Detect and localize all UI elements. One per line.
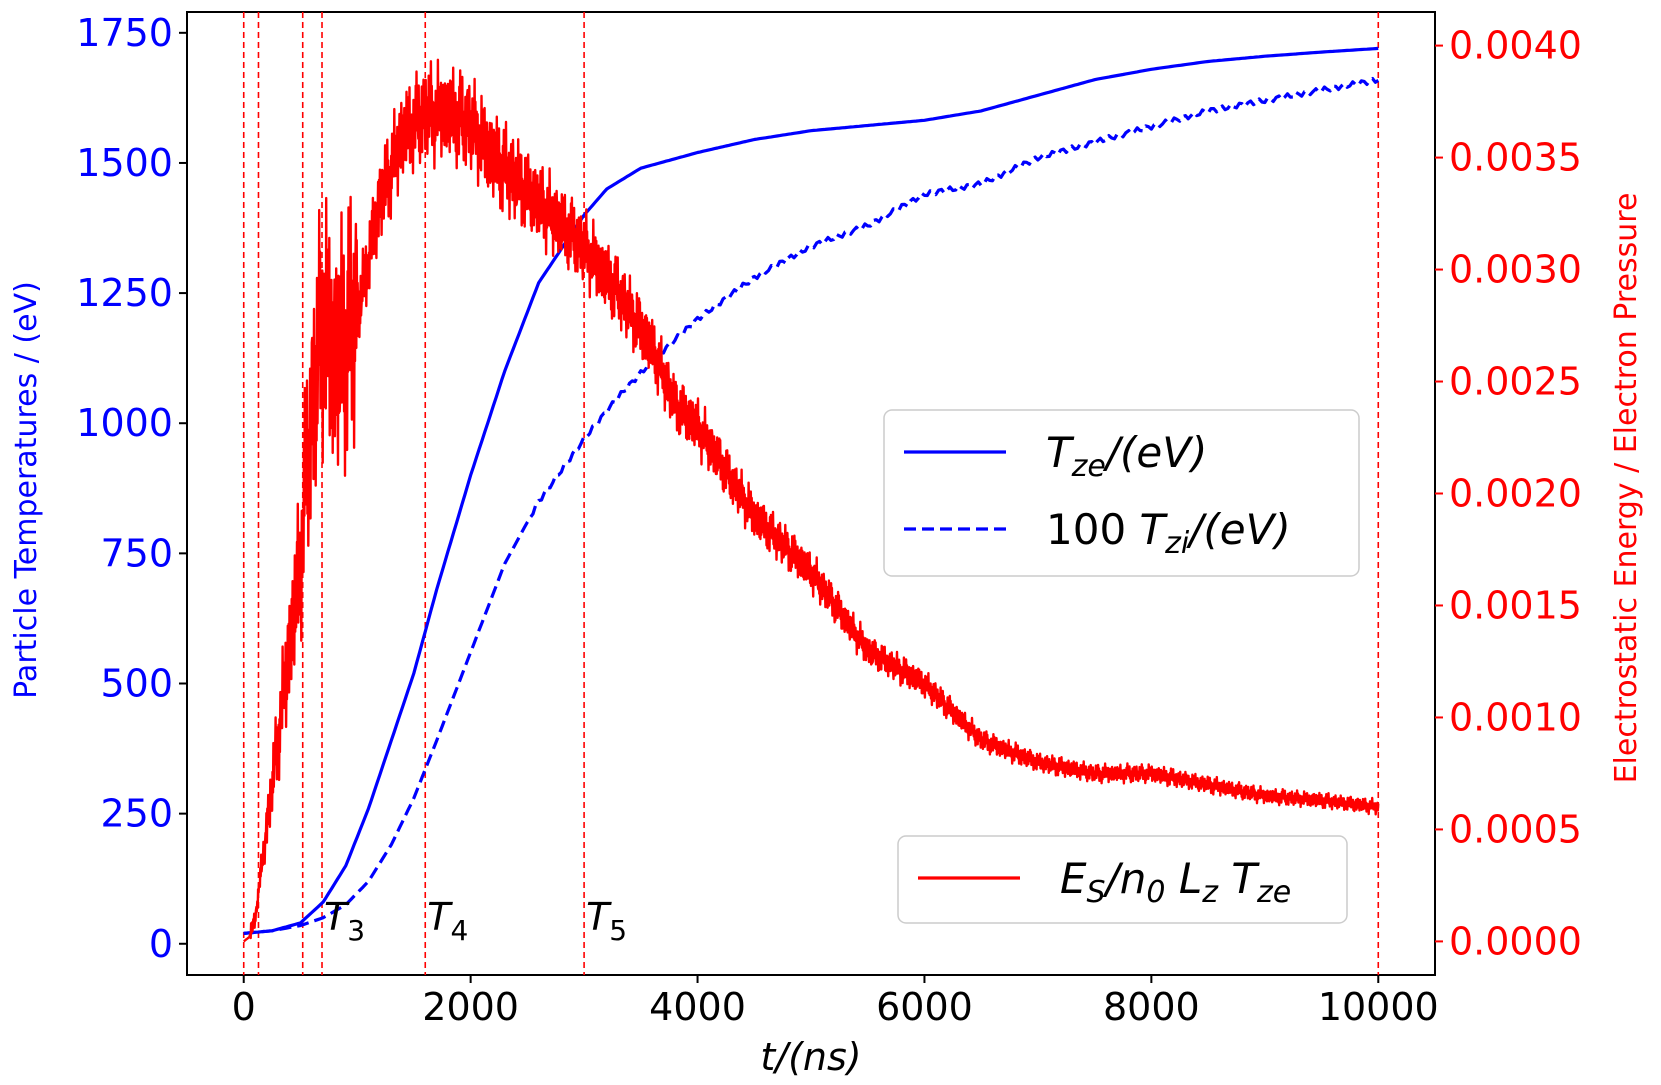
y-left-tick-label: 1750 (76, 11, 173, 55)
x-tick-label: 6000 (876, 985, 973, 1029)
marker-label-3: T3 (324, 895, 365, 947)
legend-field-energy: ES/n0 Lz Tze (897, 835, 1348, 924)
y-right-tick-label: 0.0015 (1449, 583, 1582, 627)
legend-label-0: Tze/(eV) (1046, 428, 1207, 484)
y-left-tick-label: 1500 (76, 141, 173, 185)
marker-labels: T3 T4 T5 (324, 895, 627, 947)
legend-field-frame (897, 835, 1348, 924)
marker-label-4: T4 (427, 895, 468, 947)
x-tick-label: 0 (232, 985, 256, 1029)
legend-temperatures: Tze/(eV) 100 Tzi/(eV) (883, 409, 1360, 577)
y-right-tick-label: 0.0040 (1449, 24, 1582, 68)
series-line-2 (243, 58, 1380, 943)
y-right-tick-label: 0.0025 (1449, 360, 1582, 404)
x-tick-label: 8000 (1103, 985, 1200, 1029)
series-layer (243, 46, 1380, 943)
y-axis-right-title: Electrostatic Energy / Electron Pressure (1609, 193, 1644, 784)
y-left-tick-label: 0 (149, 922, 173, 966)
y-right-tick-label: 0.0035 (1449, 136, 1582, 180)
vertical-markers (242, 12, 1380, 975)
series-line-0 (243, 46, 1379, 935)
y-axis-left: 0 250 500 750 1000 1250 1500 1750 (76, 11, 187, 966)
y-right-tick-label: 0.0000 (1449, 919, 1582, 963)
y-left-tick-label: 250 (100, 792, 173, 836)
marker-label-5: T5 (586, 895, 627, 947)
y-axis-left-title: Particle Temperatures / (eV) (9, 281, 44, 699)
x-tick-label: 4000 (649, 985, 746, 1029)
y-left-tick-label: 1250 (76, 271, 173, 315)
y-right-tick-label: 0.0010 (1449, 695, 1582, 739)
x-axis: 0 2000 4000 6000 8000 10000 (232, 975, 1439, 1029)
series-line-1 (243, 77, 1380, 935)
y-left-tick-label: 500 (100, 661, 173, 705)
legend-label-field: ES/n0 Lz Tze (1060, 854, 1291, 910)
x-tick-label: 2000 (422, 985, 519, 1029)
legend-label-1: 100 Tzi/(eV) (1046, 505, 1291, 561)
y-axis-right: 0.0000 0.0005 0.0010 0.0015 0.0020 0.0025 0.00… (1435, 24, 1582, 963)
y-right-tick-label: 0.0030 (1449, 248, 1582, 292)
x-axis-title: t/(ns) (760, 1035, 861, 1079)
x-tick-label: 10000 (1318, 985, 1439, 1029)
y-left-tick-label: 1000 (76, 401, 173, 445)
y-left-tick-label: 750 (100, 531, 173, 575)
y-right-tick-label: 0.0020 (1449, 472, 1582, 516)
y-right-tick-label: 0.0005 (1449, 807, 1582, 851)
